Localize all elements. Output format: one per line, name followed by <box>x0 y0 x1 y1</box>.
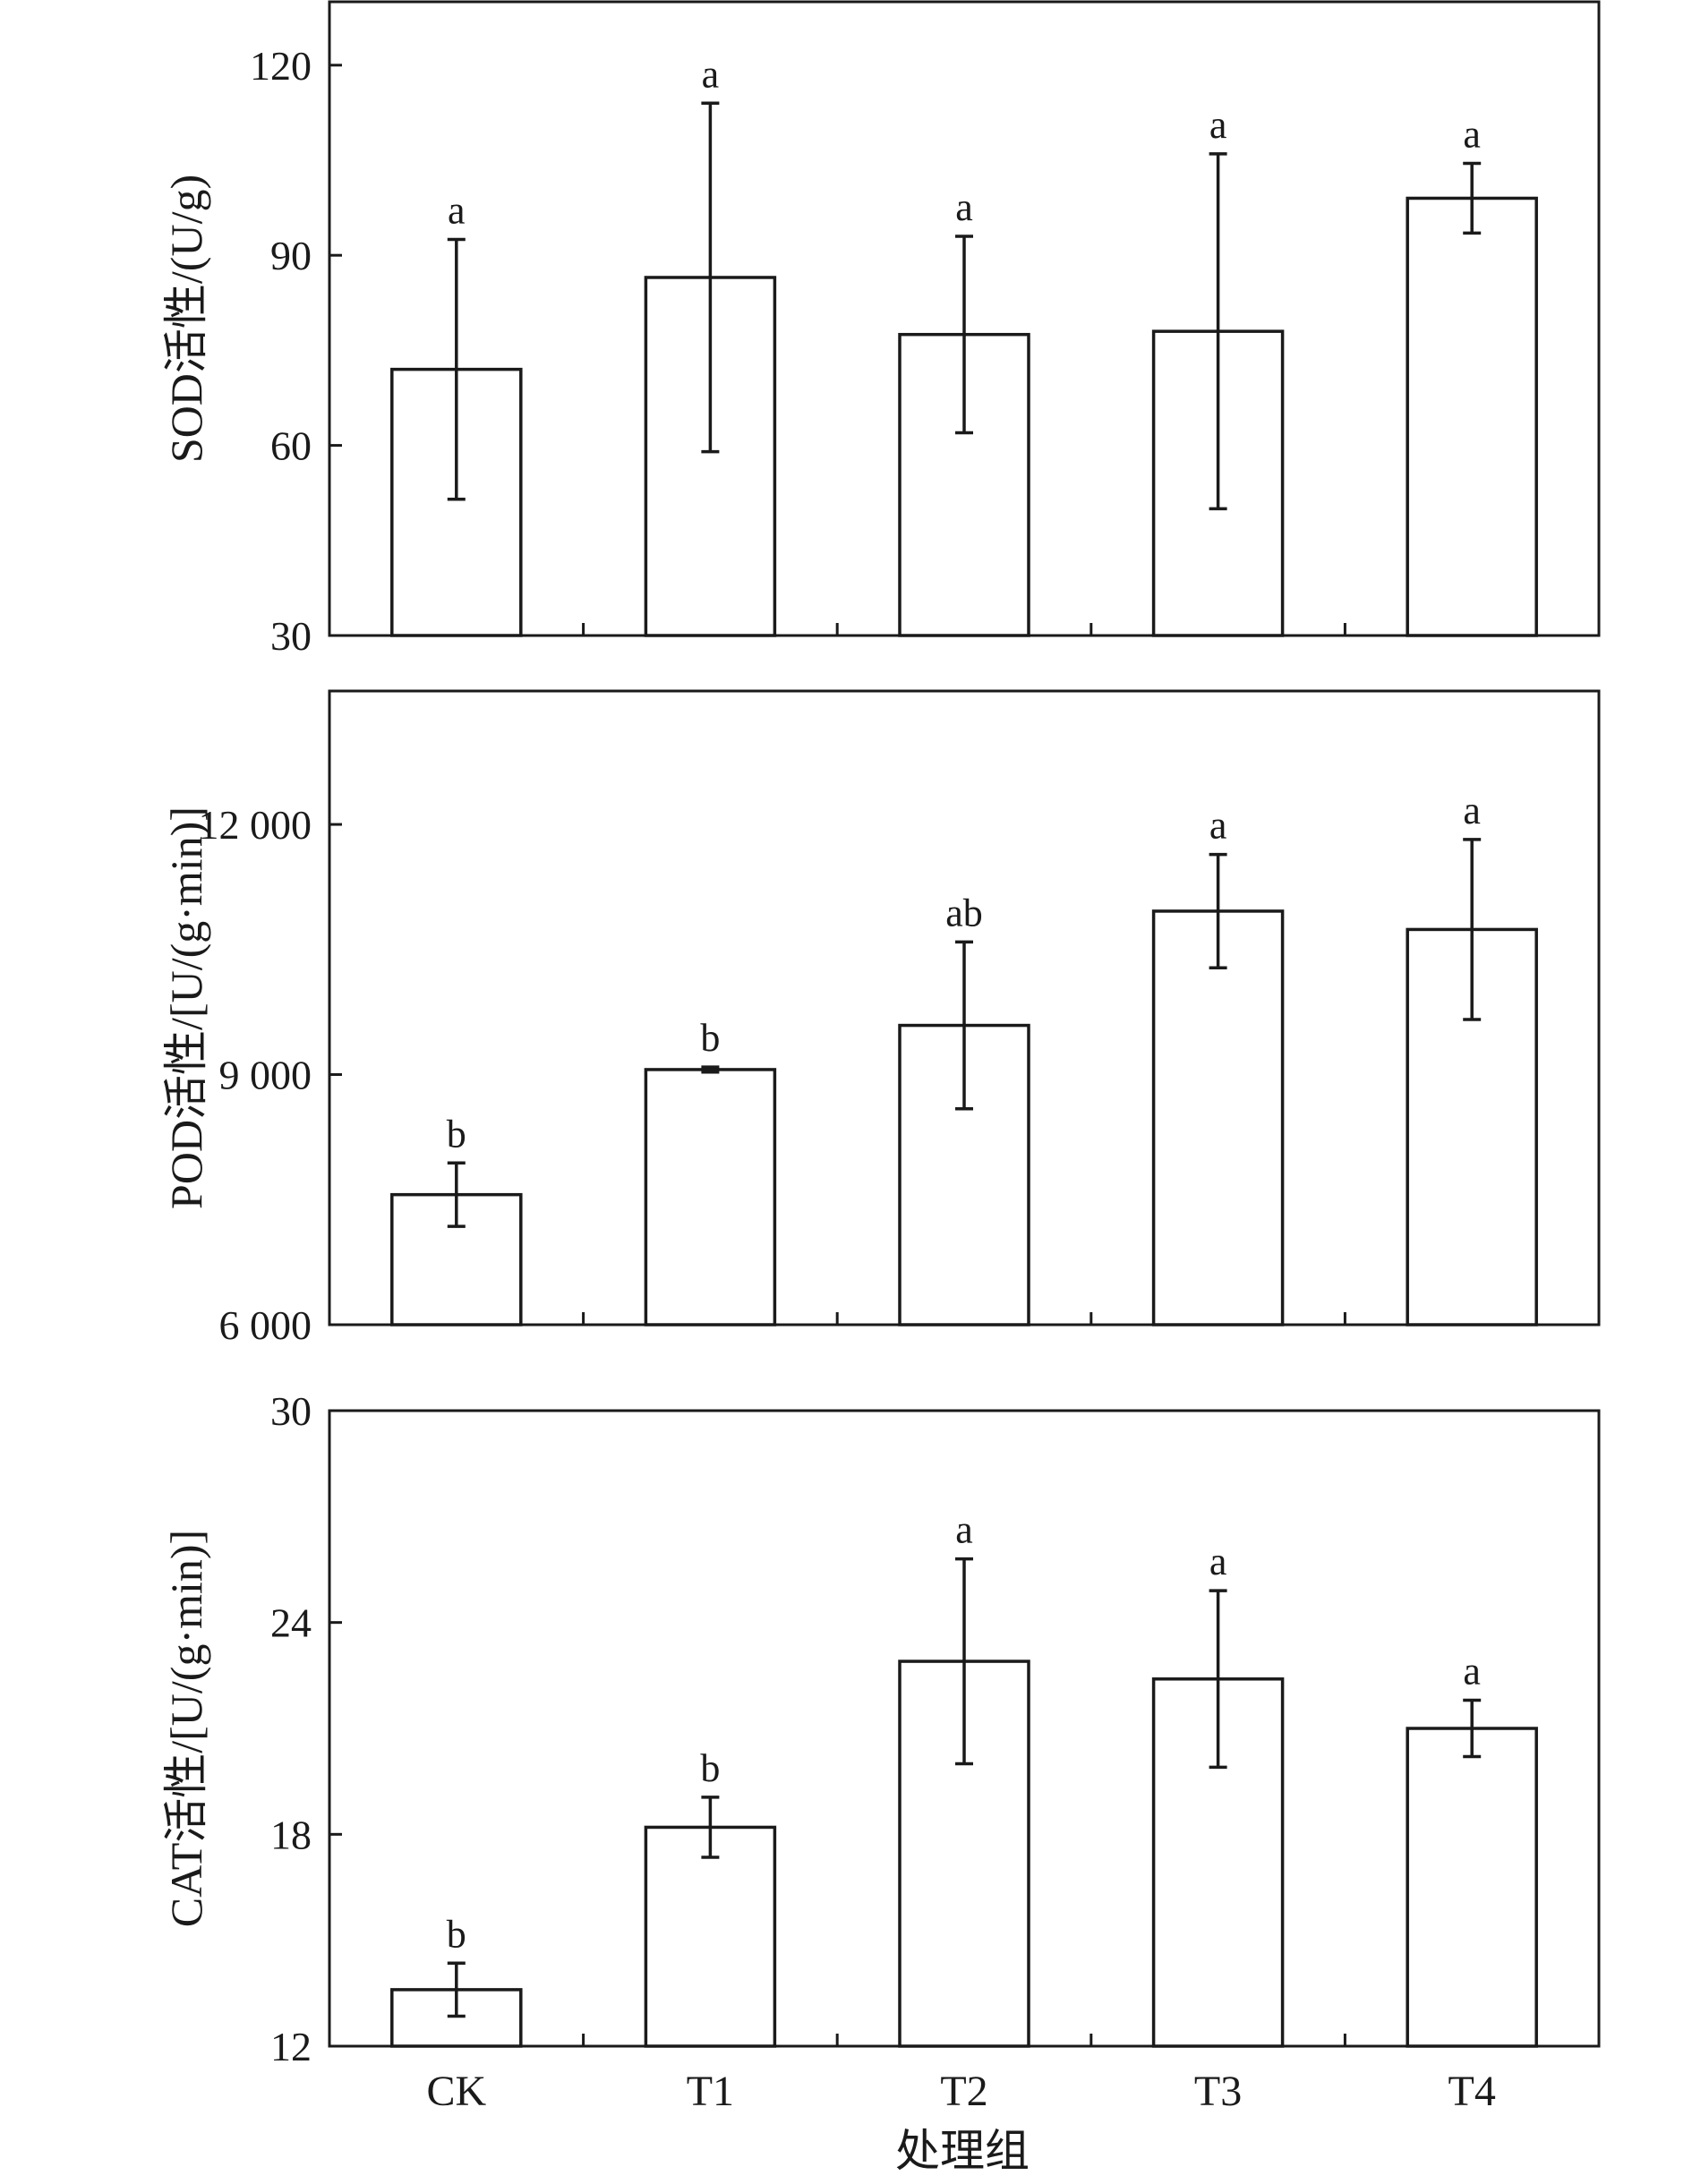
bar-ck <box>390 367 523 637</box>
significance-label: b <box>447 1112 466 1156</box>
bar-t1 <box>644 1068 777 1327</box>
significance-label: a <box>1463 1649 1481 1693</box>
significance-label: b <box>700 1746 720 1790</box>
significance-label: b <box>700 1016 720 1060</box>
y-tick-label: 18 <box>270 1812 312 1857</box>
y-axis-title: SOD活性/(U/g) <box>161 175 211 463</box>
y-axis-title: CAT活性/[U/(g·min)] <box>161 1530 211 1927</box>
y-tick-label: 90 <box>270 233 312 278</box>
y-axis-title: POD活性/[U/(g·min)] <box>161 806 211 1209</box>
significance-label: ab <box>945 891 983 934</box>
category-label: T2 <box>940 2068 987 2115</box>
significance-label: a <box>955 185 973 229</box>
significance-label: a <box>955 1508 973 1552</box>
y-tick-label: 120 <box>250 43 312 89</box>
panel-3: 12 18 24 30 CAT活性/[U/(g·min)] b CK b T1 a T2 a T3 a T4 <box>161 1388 1601 2115</box>
chart-panels: 30 60 90 120 SOD活性/(U/g) a a a a a 6 000 9 000 12 00… <box>161 0 1601 2115</box>
bar-t4 <box>1406 1727 1538 2048</box>
y-tick-label: 30 <box>270 613 312 659</box>
category-label: T3 <box>1194 2068 1242 2115</box>
bar-t3 <box>1151 909 1285 1327</box>
panel-1: 30 60 90 120 SOD活性/(U/g) a a a a a <box>161 0 1601 659</box>
x-axis-title: 处理组 <box>895 2126 1030 2176</box>
bar-t4 <box>1406 196 1538 637</box>
significance-label: a <box>1209 1540 1227 1583</box>
significance-label: a <box>1209 103 1227 147</box>
significance-label: b <box>447 1912 466 1956</box>
significance-label: a <box>1209 804 1227 848</box>
y-tick-label: 12 <box>270 2024 312 2069</box>
significance-label: a <box>1463 789 1481 832</box>
y-tick-label: 24 <box>270 1600 312 1646</box>
y-tick-label: 60 <box>270 423 312 469</box>
y-tick-label: 30 <box>270 1388 312 1434</box>
y-tick-label: 9 000 <box>219 1053 312 1098</box>
category-label: CK <box>426 2068 486 2115</box>
bar-ck <box>390 1988 523 2048</box>
bar-t1 <box>644 1825 777 2048</box>
significance-label: a <box>702 52 720 96</box>
category-label: T1 <box>687 2068 734 2115</box>
y-tick-label: 6 000 <box>219 1302 312 1348</box>
significance-label: a <box>448 189 466 233</box>
y-tick-label: 12 000 <box>199 802 312 848</box>
category-label: T4 <box>1448 2068 1496 2115</box>
significance-label: a <box>1463 113 1481 157</box>
